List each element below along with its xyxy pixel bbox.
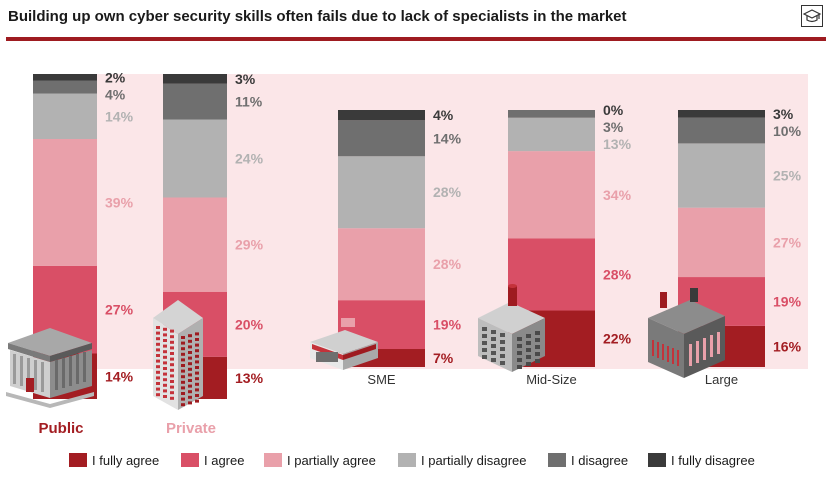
legend-item-i-fully-agree[interactable]: I fully agree [69, 453, 159, 468]
category-label-large: Large [705, 372, 738, 387]
category-label-mid-size: Mid-Size [526, 372, 577, 387]
bar-segment-sme-i-fully-disagree [338, 110, 425, 121]
legend-swatch-i-fully-disagree [648, 453, 666, 467]
value-label-public-i-disagree: 4% [105, 86, 126, 102]
bar-segment-large-i-partially-agree [678, 207, 765, 278]
value-label-public-i-fully-disagree: 2% [105, 69, 126, 85]
bar-segment-public-i-fully-disagree [33, 74, 97, 81]
industrial-plant-icon [648, 288, 725, 378]
legend-swatch-i-disagree [548, 453, 566, 467]
bar-segment-private-i-partially-agree [163, 197, 227, 292]
bar-segment-sme-i-partially-disagree [338, 156, 425, 229]
value-label-large-i-fully-disagree: 3% [773, 106, 794, 122]
value-label-private-i-agree: 20% [235, 316, 264, 332]
value-labels-layer: 14%27%39%14%4%2%13%20%29%24%11%3%7%19%28… [105, 69, 802, 386]
value-label-large-i-agree: 19% [773, 294, 802, 310]
bar-segment-mid-size-i-agree [508, 238, 595, 311]
legend-label-i-partially-agree: I partially agree [287, 453, 376, 468]
value-label-private-i-partially-agree: 29% [235, 237, 264, 253]
category-label-public: Public [38, 420, 83, 437]
bar-segment-large-i-disagree [678, 117, 765, 144]
value-label-mid-size-i-disagree: 3% [603, 119, 624, 135]
bar-segment-sme-i-disagree [338, 120, 425, 157]
legend-swatch-i-partially-agree [264, 453, 282, 467]
value-label-mid-size-i-fully-agree: 22% [603, 331, 632, 347]
value-label-sme-i-partially-agree: 28% [433, 256, 462, 272]
value-label-sme-i-partially-disagree: 28% [433, 184, 462, 200]
category-label-private: Private [166, 420, 216, 437]
bar-segment-private-i-disagree [163, 83, 227, 120]
office-tower-icon [153, 300, 203, 410]
building-icons-layer [6, 284, 725, 410]
bar-segment-private-i-partially-disagree [163, 119, 227, 198]
legend-swatch-i-agree [181, 453, 199, 467]
bar-segment-mid-size-i-disagree [508, 110, 595, 118]
government-building-icon [6, 328, 94, 408]
value-label-private-i-fully-disagree: 3% [235, 71, 256, 87]
mortarboard-icon[interactable] [801, 5, 823, 27]
value-label-mid-size-i-partially-disagree: 13% [603, 136, 632, 152]
value-label-private-i-disagree: 11% [235, 94, 263, 110]
value-label-sme-i-fully-disagree: 4% [433, 107, 454, 123]
value-label-sme-i-disagree: 14% [433, 130, 462, 146]
value-label-public-i-agree: 27% [105, 302, 134, 318]
legend-label-i-agree: I agree [204, 453, 244, 468]
value-label-public-i-partially-agree: 39% [105, 194, 134, 210]
value-label-mid-size-i-agree: 28% [603, 267, 632, 283]
legend-swatch-i-partially-disagree [398, 453, 416, 467]
factory-chimney-icon [478, 284, 545, 372]
value-label-sme-i-agree: 19% [433, 317, 462, 333]
category-labels-layer: Public Private SME Mid-Size Large [38, 372, 738, 437]
legend-label-i-partially-disagree: I partially disagree [421, 453, 527, 468]
value-label-sme-i-fully-agree: 7% [433, 350, 454, 366]
value-label-public-i-fully-agree: 14% [105, 368, 134, 384]
bar-segment-large-i-fully-disagree [678, 110, 765, 118]
title-underline [6, 37, 826, 41]
value-label-mid-size-i-partially-agree: 34% [603, 187, 632, 203]
value-label-large-i-partially-disagree: 25% [773, 168, 802, 184]
bar-segment-mid-size-i-partially-agree [508, 151, 595, 239]
bar-segment-public-i-partially-disagree [33, 93, 97, 139]
category-label-sme: SME [367, 372, 396, 387]
bar-segment-large-i-partially-disagree [678, 143, 765, 208]
legend-item-i-partially-disagree[interactable]: I partially disagree [398, 453, 527, 468]
shop-icon [310, 318, 378, 370]
legend-item-i-disagree[interactable]: I disagree [548, 453, 628, 468]
value-label-public-i-partially-disagree: 14% [105, 108, 134, 124]
value-label-large-i-partially-agree: 27% [773, 234, 802, 250]
legend-item-i-agree[interactable]: I agree [181, 453, 244, 468]
legend: I fully agree I agree I partially agree I p… [69, 453, 755, 468]
legend-label-i-fully-disagree: I fully disagree [671, 453, 755, 468]
legend-label-i-disagree: I disagree [571, 453, 628, 468]
legend-item-i-fully-disagree[interactable]: I fully disagree [648, 453, 755, 468]
legend-label-i-fully-agree: I fully agree [92, 453, 159, 468]
chart-title: Building up own cyber security skills of… [8, 8, 627, 25]
value-label-large-i-disagree: 10% [773, 123, 802, 139]
bar-segment-public-i-disagree [33, 80, 97, 94]
value-label-large-i-fully-agree: 16% [773, 338, 802, 354]
value-label-private-i-fully-agree: 13% [235, 370, 264, 386]
bar-segment-private-i-fully-disagree [163, 74, 227, 84]
bar-segment-sme-i-partially-agree [338, 228, 425, 301]
bar-segment-mid-size-i-partially-disagree [508, 117, 595, 152]
value-label-private-i-partially-disagree: 24% [235, 151, 264, 167]
legend-item-i-partially-agree[interactable]: I partially agree [264, 453, 376, 468]
legend-swatch-i-fully-agree [69, 453, 87, 467]
value-label-mid-size-i-fully-disagree: 0% [603, 102, 624, 118]
bar-segment-public-i-partially-agree [33, 139, 97, 266]
